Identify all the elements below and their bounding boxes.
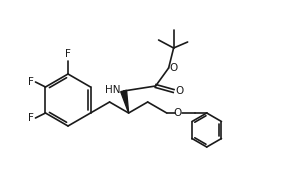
- Text: F: F: [28, 113, 33, 123]
- Polygon shape: [121, 90, 129, 113]
- Text: O: O: [176, 86, 184, 96]
- Text: F: F: [65, 49, 71, 59]
- Text: O: O: [170, 63, 178, 73]
- Text: O: O: [173, 108, 182, 118]
- Text: F: F: [28, 77, 33, 87]
- Text: HN: HN: [105, 85, 121, 95]
